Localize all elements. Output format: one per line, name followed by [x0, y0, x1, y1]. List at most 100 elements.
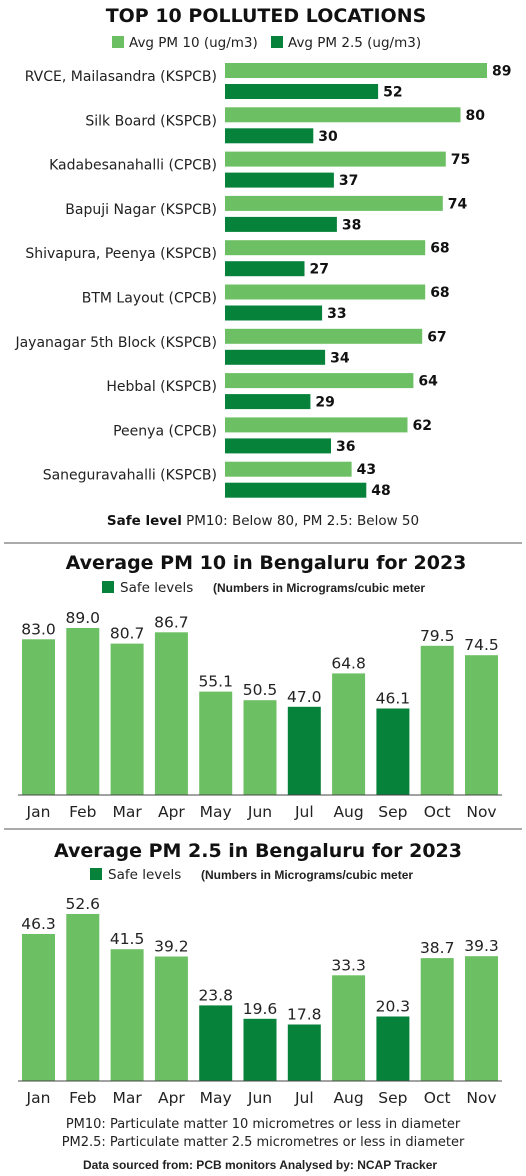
pm25-month-bar: [22, 934, 55, 1081]
pm10-month-month-label: Sep: [378, 803, 407, 821]
pm10-month-value-label: 46.1: [376, 690, 411, 708]
pm25-month-month-label: Mar: [112, 1089, 142, 1107]
pm10-month-bar: [66, 628, 100, 795]
pm10-month-bar: [110, 643, 144, 795]
pm10-bar: [225, 461, 352, 477]
pm10-month-bar: [199, 691, 233, 795]
pm10-value-label: 68: [430, 241, 449, 257]
pm25-value-label: 52: [383, 85, 402, 101]
location-label: Jayanagar 5th Block (KSPCB): [14, 335, 217, 351]
pm10-value-label: 75: [451, 152, 470, 168]
pm10-month-value-label: 64.8: [331, 654, 366, 672]
pm10-month-bar: [332, 673, 366, 795]
pm25-month-month-label: Oct: [424, 1089, 451, 1107]
pm25-month-bar: [154, 956, 188, 1081]
pm25-month-month-label: Nov: [466, 1089, 496, 1107]
pm10-month-bar: [465, 655, 498, 795]
pm10-month-value-label: 47.0: [287, 688, 322, 706]
chart2-legend-label: Safe levels: [120, 580, 193, 596]
pm25-value-label: 38: [342, 217, 361, 233]
pm25-bar: [225, 128, 314, 144]
pm25-month-bar: [287, 1024, 321, 1081]
pm10-bar: [225, 63, 487, 78]
pm25-bar: [225, 216, 337, 232]
location-label: RVCE, Mailasandra (KSPCB): [25, 69, 217, 85]
pm25-month-value-label: 23.8: [198, 986, 233, 1004]
definition-pm25: PM2.5: Particulate matter 2.5 micrometre…: [62, 1135, 465, 1150]
chart3-title: Average PM 2.5 in Bengaluru for 2023: [54, 840, 462, 862]
chart3-legend-label: Safe levels: [108, 867, 181, 883]
pm10-month-month-label: Jul: [294, 803, 314, 821]
pm10-month-bar: [376, 708, 410, 795]
location-label: Hebbal (KSPCB): [106, 379, 217, 395]
pm10-bar: [225, 151, 446, 167]
chart3-legend-swatch: [90, 868, 102, 880]
pm10-bar: [225, 107, 461, 123]
pm25-month-month-label: May: [200, 1089, 232, 1107]
pm25-value-label: 30: [318, 129, 338, 145]
pm10-month-value-label: 80.7: [110, 625, 145, 643]
pm25-month-month-label: Sep: [378, 1089, 407, 1107]
pm10-bar: [225, 195, 443, 211]
pm10-month-month-label: Aug: [333, 803, 363, 821]
pm25-bar: [225, 349, 326, 365]
legend-pm10-label: Avg PM 10 (ug/m3): [129, 35, 258, 51]
chart3-bars: 46.3 Jan 52.6 Feb 41.5 Mar 39.2 Apr 23.8 May 19.6 J…: [18, 895, 502, 1107]
pm10-value-label: 80: [466, 108, 486, 124]
chart1-title: TOP 10 POLLUTED LOCATIONS: [106, 5, 427, 27]
pm25-month-month-label: Apr: [158, 1089, 185, 1107]
legend-pm25-label: Avg PM 2.5 (ug/m3): [288, 35, 421, 51]
pm10-month-month-label: Oct: [424, 803, 451, 821]
pm10-month-month-label: Jan: [26, 803, 51, 821]
pm10-value-label: 64: [418, 374, 438, 390]
pm25-month-month-label: Feb: [69, 1089, 96, 1107]
location-label: Kadabesanahalli (CPCB): [49, 158, 217, 174]
pm10-value-label: 43: [357, 462, 376, 478]
pm10-month-month-label: May: [200, 803, 232, 821]
legend-pm10-swatch: [112, 36, 124, 48]
pm25-value-label: 33: [327, 306, 346, 322]
pm10-month-month-label: Nov: [466, 803, 496, 821]
location-label: Saneguravahalli (KSPCB): [43, 468, 217, 484]
pm25-value-label: 34: [330, 350, 350, 366]
safe-level-note-text: PM10: Below 80, PM 2.5: Below 50: [182, 513, 419, 529]
pm25-month-month-label: Jan: [26, 1089, 51, 1107]
pm10-bar: [225, 417, 408, 433]
pm25-bar: [225, 172, 334, 188]
pm25-bar: [225, 261, 305, 277]
pm25-month-bar: [110, 949, 144, 1081]
chart2-title: Average PM 10 in Bengaluru for 2023: [66, 552, 467, 574]
pm25-bar: [225, 394, 311, 410]
location-label: BTM Layout (CPCB): [82, 291, 217, 307]
pm25-value-label: 29: [315, 395, 334, 411]
pm25-bar: [225, 438, 331, 454]
pm25-value-label: 27: [310, 262, 329, 278]
pm25-month-bar: [199, 1005, 233, 1081]
pm25-month-value-label: 20.3: [376, 998, 411, 1016]
pm10-month-month-label: Apr: [158, 803, 185, 821]
pm25-month-bar: [243, 1018, 277, 1081]
location-label: Bapuji Nagar (KSPCB): [65, 202, 217, 218]
pm25-month-value-label: 41.5: [110, 930, 145, 948]
pm10-month-bar: [287, 706, 321, 795]
location-label: Shivapura, Peenya (KSPCB): [25, 246, 217, 262]
pm25-bar: [225, 84, 379, 99]
pm25-month-bar: [420, 958, 454, 1081]
chart2-units-note: (Numbers in Micrograms/cubic meter: [213, 581, 425, 595]
pm10-bar: [225, 284, 426, 300]
pm10-month-value-label: 50.5: [243, 681, 278, 699]
pm25-month-value-label: 19.6: [243, 1000, 278, 1018]
pm10-month-value-label: 86.7: [154, 613, 189, 631]
pm25-bar: [225, 305, 323, 321]
chart3-units-note: (Numbers in Micrograms/cubic meter: [201, 868, 413, 882]
pm10-bar: [225, 373, 414, 389]
pm10-month-value-label: 83.0: [21, 620, 56, 638]
data-source: Data sourced from: PCB monitors Analysed…: [83, 1158, 437, 1172]
pm25-month-month-label: Aug: [333, 1089, 363, 1107]
pm10-value-label: 74: [448, 196, 468, 212]
safe-level-note-bold: Safe level: [107, 513, 182, 529]
pm25-value-label: 37: [339, 173, 358, 189]
pm10-month-bar: [22, 639, 55, 795]
pm10-value-label: 68: [430, 285, 449, 301]
